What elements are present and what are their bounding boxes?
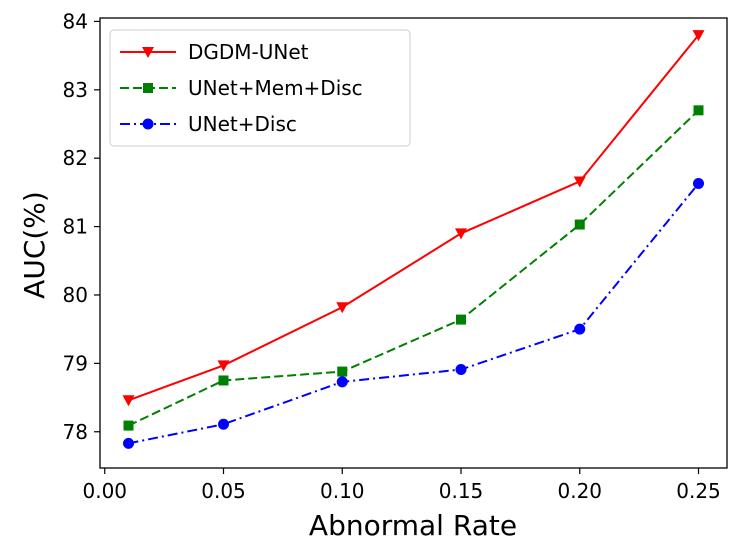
x-tick-label: 0.25	[676, 479, 721, 503]
data-point	[693, 105, 704, 116]
data-point	[456, 314, 466, 325]
data-point	[574, 219, 585, 230]
y-tick-label: 79	[63, 351, 88, 375]
legend: DGDM-UNet UNet+Mem+Disc UNet+Disc	[109, 29, 411, 147]
series-line	[128, 34, 700, 402]
x-tick-label: 0.20	[557, 479, 602, 503]
y-tick-label: 83	[63, 78, 88, 102]
data-point	[123, 437, 134, 449]
data-point	[217, 360, 230, 372]
legend-label: UNet+Disc	[188, 112, 297, 136]
data-point	[693, 178, 704, 190]
x-axis-label: Abnormal Rate	[309, 509, 517, 542]
data-point	[455, 228, 467, 240]
data-point	[573, 176, 586, 188]
data-point	[336, 302, 349, 314]
data-point	[218, 375, 229, 386]
x-tick-label: 0.00	[82, 479, 127, 503]
legend-marker	[143, 83, 153, 93]
y-tick-label: 78	[63, 420, 88, 444]
legend-label: UNet+Mem+Disc	[188, 76, 363, 100]
x-tick-label: 0.05	[201, 479, 246, 503]
legend-marker	[142, 118, 154, 130]
x-axis: 0.00 0.05 0.10 0.15 0.20 0.25	[82, 468, 721, 503]
data-point	[692, 30, 705, 42]
legend-box	[109, 29, 411, 147]
data-point	[122, 395, 135, 407]
legend-marker	[142, 47, 154, 58]
data-point	[218, 418, 229, 430]
y-axis-label: AUC(%)	[18, 191, 51, 299]
data-point	[574, 323, 586, 335]
x-tick-label: 0.10	[320, 479, 365, 503]
x-tick-label: 0.15	[439, 479, 484, 503]
series-2	[123, 178, 704, 449]
series-1	[123, 105, 704, 431]
series-line	[128, 109, 700, 427]
y-tick-label: 84	[63, 9, 88, 33]
data-point	[455, 364, 467, 376]
data-point	[123, 420, 134, 431]
plot-series-group	[122, 30, 705, 449]
series-line	[128, 182, 700, 445]
y-tick-label: 81	[63, 215, 88, 239]
plot-frame	[99, 17, 728, 469]
y-tick-label: 80	[63, 283, 88, 307]
legend-label: DGDM-UNet	[188, 40, 309, 64]
y-axis: 78 79 80 81 82 83 84	[63, 9, 100, 444]
data-point	[337, 366, 348, 377]
data-point	[336, 376, 348, 388]
series-0	[122, 30, 705, 407]
y-tick-label: 82	[63, 146, 88, 170]
